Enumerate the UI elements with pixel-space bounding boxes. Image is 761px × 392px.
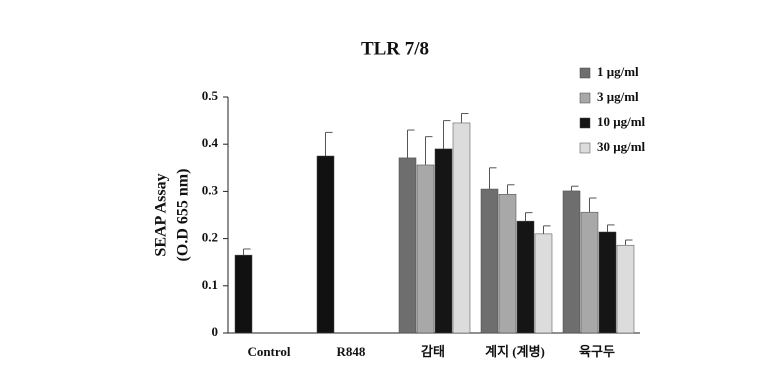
y-tick-label: 0.2: [202, 230, 218, 245]
bar: [434, 148, 453, 334]
y-tick-label: 0.4: [202, 135, 219, 150]
x-tick-label: Control: [247, 344, 290, 359]
bar: [398, 157, 417, 334]
y-tick-label: 0.3: [202, 182, 219, 197]
bar: [516, 220, 535, 334]
y-axis-label: SEAP Assay: [153, 173, 170, 256]
legend-swatch: [579, 92, 591, 104]
legend-label: 3 μg/ml: [597, 89, 639, 104]
bar: [534, 233, 553, 334]
x-tick-label: 감태: [421, 344, 445, 359]
bar: [598, 231, 617, 334]
bar: [616, 244, 635, 334]
chart-title: TLR 7/8: [361, 38, 429, 59]
bar: [580, 211, 599, 334]
legend-swatch: [579, 142, 591, 154]
x-tick-label: R848: [337, 344, 366, 359]
bar: [452, 122, 471, 334]
bar: [416, 164, 435, 334]
bar: [316, 155, 335, 334]
legend-swatch: [579, 67, 591, 79]
legend-label: 10 μg/ml: [597, 114, 646, 129]
bar: [480, 188, 499, 334]
bar: [234, 254, 253, 334]
y-tick-label: 0.1: [202, 277, 218, 292]
y-tick-label: 0.5: [202, 88, 219, 103]
x-tick-label: 육구두: [579, 344, 615, 359]
x-tick-label: 계지 (계병): [485, 344, 545, 359]
y-tick-label: 0: [212, 324, 219, 339]
legend-label: 1 μg/ml: [597, 64, 639, 79]
legend-swatch: [579, 117, 591, 129]
bar: [498, 193, 517, 334]
legend-label: 30 μg/ml: [597, 139, 646, 154]
y-axis-label: (O.D 655 nm): [175, 169, 192, 262]
bar: [562, 190, 581, 334]
